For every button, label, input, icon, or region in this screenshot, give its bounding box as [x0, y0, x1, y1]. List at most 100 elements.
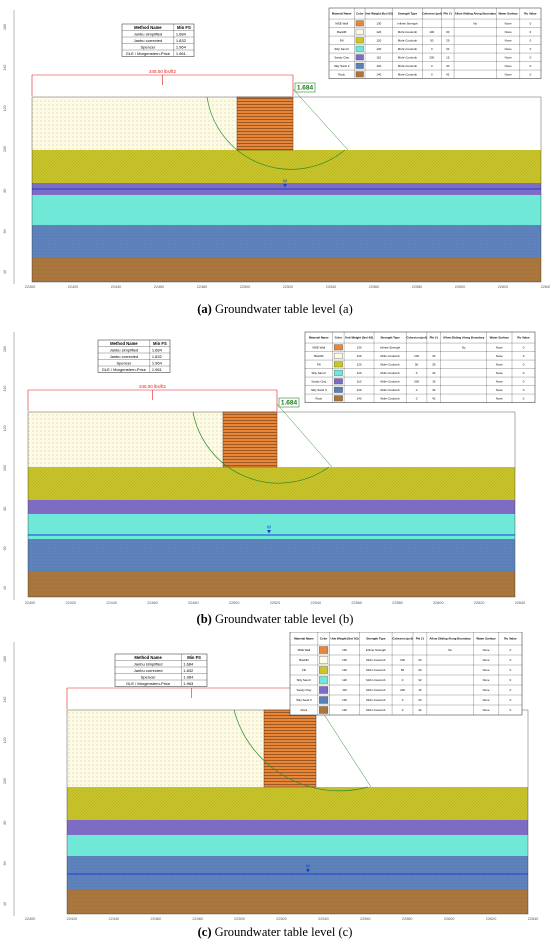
materials-cell: 30: [446, 30, 450, 34]
materials-cell: None: [505, 30, 512, 34]
x-tick-label: 22480: [197, 285, 208, 289]
y-tick-label: 100: [3, 465, 7, 471]
materials-cell: 0: [523, 379, 525, 383]
materials-table: [328, 7, 542, 79]
materials-cell: 0: [510, 678, 512, 682]
y-tick-label: 140: [3, 65, 7, 71]
water-table-icon: [267, 530, 271, 534]
x-tick-label: 22500: [229, 601, 240, 605]
water-table-icon: [283, 184, 287, 188]
x-tick-label: 22640: [515, 601, 526, 605]
materials-cell: 42: [446, 72, 450, 76]
materials-cell: 110: [357, 379, 362, 383]
materials-header-cell: Allow Sliding Along Boundary: [429, 637, 471, 641]
materials-cell: None: [483, 648, 490, 652]
caption-text-c: Groundwater table level (c): [214, 925, 353, 939]
materials-header-cell: Ru Value: [504, 637, 517, 641]
materials-cell: 0: [416, 371, 418, 375]
materials-cell: None: [505, 47, 512, 51]
caption-label-b: (b): [196, 612, 212, 626]
materials-cell: 32: [446, 47, 450, 51]
x-tick-label: 22520: [283, 285, 294, 289]
materials-header-cell: Color: [320, 637, 328, 641]
x-tick-label: 22600: [444, 917, 455, 921]
materials-cell: Mohr-Coulomb: [366, 658, 386, 662]
load-label: 345.00 lbs/ft2: [149, 69, 177, 74]
slip-surface: [233, 709, 369, 792]
slope-stability-diagram-c: 160 140 120 100 80 60 40 22400 22420 22440 22460 22…: [3, 631, 539, 921]
y-tick-label: 80: [3, 507, 7, 511]
material-color-swatch: [319, 656, 329, 664]
slope-stability-diagram-a: 160 140 120 100 80 60 40 22400 22420 22440 22460 22…: [3, 7, 550, 289]
materials-header-cell: Strength Type: [380, 336, 400, 340]
methods-row-fs: 1.964: [152, 360, 163, 365]
methods-header-fs: Min FS: [177, 25, 191, 30]
methods-row-name: Janbu simplified: [134, 31, 163, 36]
methods-table: [97, 339, 171, 373]
silty-sand-i-layer: [32, 195, 541, 225]
materials-cell: 30: [432, 354, 436, 358]
materials-cell: Mohr-Coulomb: [398, 72, 418, 76]
x-tick-label: 22580: [392, 601, 403, 605]
materials-cell: No: [473, 21, 477, 25]
x-tick-label: 22460: [150, 917, 161, 921]
materials-cell: 100: [414, 354, 419, 358]
material-color-swatch: [355, 20, 364, 27]
materials-cell: 0: [510, 698, 512, 702]
materials-cell: Mohr-Coulomb: [398, 47, 418, 51]
x-tick-label: 22420: [66, 601, 77, 605]
materials-cell: Mohr-Coulomb: [381, 388, 401, 392]
materials-cell: 0: [523, 362, 525, 366]
materials-cell: 120: [357, 354, 362, 358]
materials-cell: Fill: [317, 362, 321, 366]
materials-cell: 0: [523, 345, 525, 349]
methods-row-name: Janbu simplified: [110, 347, 139, 352]
y-tick-label: 60: [3, 861, 7, 865]
materials-cell: 29: [446, 38, 450, 42]
methods-row-fs: 1.964: [183, 674, 194, 679]
slip-radius-line: [276, 403, 333, 468]
x-tick-label: 22620: [486, 917, 497, 921]
materials-cell: MSE Wall: [298, 648, 311, 652]
materials-cell: 120: [376, 64, 381, 68]
x-tick-label: 22580: [412, 285, 423, 289]
material-color-swatch: [355, 54, 364, 61]
materials-cell: Mohr-Coulomb: [381, 396, 401, 400]
x-tick-label: 22600: [455, 285, 466, 289]
figure-panel-a: 160 140 120 100 80 60 40 22400 22420 22440 22460 22…: [0, 0, 550, 305]
methods-row-name: Janbu corrected: [134, 668, 163, 673]
materials-cell: 0: [523, 396, 525, 400]
x-tick-label: 22640: [528, 917, 539, 921]
materials-cell: Mohr-Coulomb: [398, 55, 418, 59]
y-tick-label: 80: [3, 821, 7, 825]
materials-cell: Infinite Strength: [397, 21, 418, 25]
materials-cell: Backfill: [337, 30, 347, 34]
materials-header-cell: Unit Weight (lbs/ ft3): [365, 12, 393, 16]
y-tick-label: 160: [3, 656, 7, 662]
fill-layer: [32, 150, 541, 183]
materials-cell: Backfill: [299, 658, 309, 662]
materials-cell: 29: [432, 362, 436, 366]
methods-header-name: Method Name: [134, 25, 162, 30]
caption-a: (a) Groundwater table level (a): [0, 302, 550, 317]
materials-cell: 0: [523, 354, 525, 358]
water-symbol: W: [306, 864, 311, 869]
materials-cell: 130: [357, 345, 362, 349]
x-tick-label: 22500: [240, 285, 251, 289]
materials-cell: None: [483, 678, 490, 682]
x-tick-label: 22480: [188, 601, 199, 605]
mse-wall: [236, 96, 294, 151]
methods-row-name: Janbu corrected: [110, 354, 139, 359]
materials-cell: 30: [432, 388, 436, 392]
x-tick-label: 22460: [154, 285, 165, 289]
materials-header-cell: Water Surface: [490, 336, 510, 340]
y-tick-label: 40: [3, 586, 7, 590]
caption-text-b: Groundwater table level (b): [214, 612, 354, 626]
x-tick-label: 22400: [25, 601, 36, 605]
materials-cell: 30: [418, 658, 422, 662]
methods-row-fs: 1.961: [176, 51, 187, 56]
materials-cell: 0: [530, 21, 532, 25]
x-tick-label: 22520: [276, 917, 287, 921]
methods-header-name: Method Name: [110, 341, 138, 346]
materials-cell: Mohr-Coulomb: [381, 371, 401, 375]
